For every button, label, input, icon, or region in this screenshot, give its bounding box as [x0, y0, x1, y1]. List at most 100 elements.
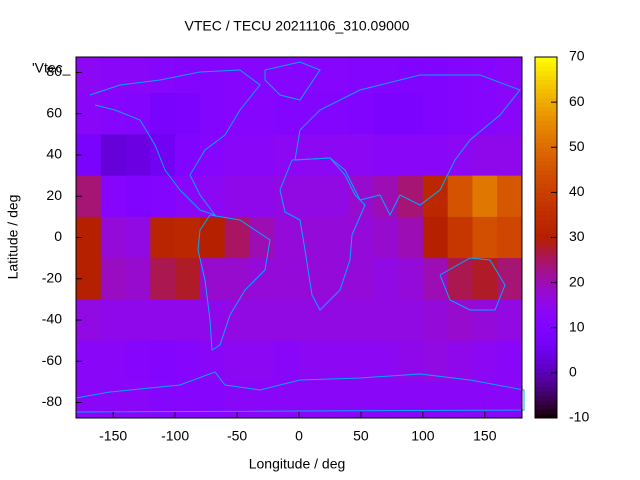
heatmap-cell	[249, 258, 275, 300]
heatmap-cell	[373, 381, 399, 419]
heatmap-cell	[348, 299, 374, 342]
colorbar-strip	[535, 160, 557, 166]
heatmap-cell	[199, 175, 226, 218]
colorbar-strip	[535, 205, 557, 211]
colorbar-strip	[535, 372, 557, 378]
heatmap-cell	[299, 381, 325, 419]
heatmap-cell	[348, 216, 374, 259]
heatmap-cell	[249, 216, 275, 259]
heatmap-cell	[150, 216, 176, 259]
x-tick-label: 0	[295, 428, 303, 444]
heatmap-cell	[125, 340, 151, 383]
heatmap-cell	[224, 216, 250, 259]
heatmap-cell	[299, 93, 325, 135]
heatmap-cell	[199, 258, 226, 300]
colorbar-strip	[535, 413, 557, 419]
heatmap-cell	[274, 93, 300, 135]
heatmap-cell	[224, 175, 250, 218]
colorbar-strip	[535, 210, 557, 216]
colorbar-strip	[535, 178, 557, 184]
heatmap-cell	[472, 93, 498, 135]
heatmap-cell	[299, 57, 325, 94]
colorbar-strip	[535, 129, 557, 135]
heatmap-cell	[125, 93, 151, 135]
heatmap-cell	[175, 299, 201, 342]
colorbar-tick-label: 50	[569, 138, 585, 154]
heatmap-cell	[224, 57, 250, 94]
heatmap-cell	[373, 258, 399, 300]
y-tick-label: -60	[42, 352, 62, 368]
colorbar-tick-label: 10	[569, 318, 585, 334]
heatmap-cell	[125, 381, 151, 419]
colorbar-strip	[535, 332, 557, 338]
heatmap-cell	[274, 340, 300, 383]
heatmap-cell	[199, 57, 226, 94]
colorbar-strip	[535, 147, 557, 153]
colorbar-strip	[535, 399, 557, 405]
heatmap-cell	[348, 93, 374, 135]
colorbar-strip	[535, 291, 557, 297]
eurasia	[294, 74, 521, 217]
key-label: 'Vtec_	[32, 60, 71, 76]
heatmap-cell	[274, 299, 300, 342]
heatmap-cell	[249, 299, 275, 342]
heatmap-cell	[323, 93, 350, 135]
y-tick-label: -20	[42, 269, 62, 285]
heatmap-cell	[447, 258, 473, 300]
heatmap-cell	[497, 299, 523, 342]
heatmap-cell	[249, 175, 275, 218]
heatmap-cell	[125, 57, 151, 94]
colorbar-strip	[535, 169, 557, 175]
heatmap-cell	[150, 93, 176, 135]
x-tick-label: -50	[227, 428, 247, 444]
colorbar-strip	[535, 242, 557, 248]
colorbar-strip	[535, 88, 557, 94]
colorbar-strip	[535, 260, 557, 266]
colorbar-strip	[535, 196, 557, 202]
colorbar-strip	[535, 75, 557, 81]
heatmap-cell	[373, 93, 399, 135]
heatmap-cell	[175, 93, 201, 135]
heatmap-cell	[299, 299, 325, 342]
heatmap-cell	[125, 299, 151, 342]
y-axis-label: Latitude / deg	[5, 195, 21, 280]
colorbar-tick-label: 70	[569, 48, 585, 64]
heatmap-cell	[249, 93, 275, 135]
colorbar-tick-label: 40	[569, 183, 585, 199]
australia	[439, 257, 506, 311]
colorbar-strip	[535, 151, 557, 157]
colorbar-strip	[535, 318, 557, 324]
y-tick-label: 0	[54, 228, 62, 244]
heatmap-cell	[100, 258, 127, 300]
heatmap-cell	[175, 57, 201, 94]
heatmap-cell	[447, 299, 473, 342]
heatmap-cell	[323, 216, 350, 259]
heatmap-cell	[422, 299, 449, 342]
colorbar-strip	[535, 223, 557, 229]
heatmap-cell	[422, 258, 449, 300]
heatmap-cell	[373, 57, 399, 94]
y-tick-label: 40	[46, 146, 62, 162]
colorbar-strip	[535, 309, 557, 315]
heatmap-cell	[199, 216, 226, 259]
antarctica	[75, 371, 525, 413]
heatmap-cell	[150, 340, 176, 383]
heatmap	[76, 57, 523, 419]
heatmap-cell	[447, 381, 473, 419]
heatmap-cell	[224, 299, 250, 342]
heatmap-cell	[299, 134, 325, 177]
heatmap-cell	[497, 57, 523, 94]
heatmap-cell	[299, 175, 325, 218]
heatmap-cell	[472, 258, 498, 300]
colorbar-strip	[535, 300, 557, 306]
colorbar-strip	[535, 57, 557, 63]
heatmap-cell	[323, 299, 350, 342]
heatmap-cell	[323, 381, 350, 419]
heatmap-cell	[497, 134, 523, 177]
colorbar-strip	[535, 251, 557, 257]
heatmap-cell	[100, 134, 127, 177]
heatmap-cell	[398, 340, 424, 383]
colorbar-strip	[535, 354, 557, 360]
heatmap-cell	[100, 93, 127, 135]
